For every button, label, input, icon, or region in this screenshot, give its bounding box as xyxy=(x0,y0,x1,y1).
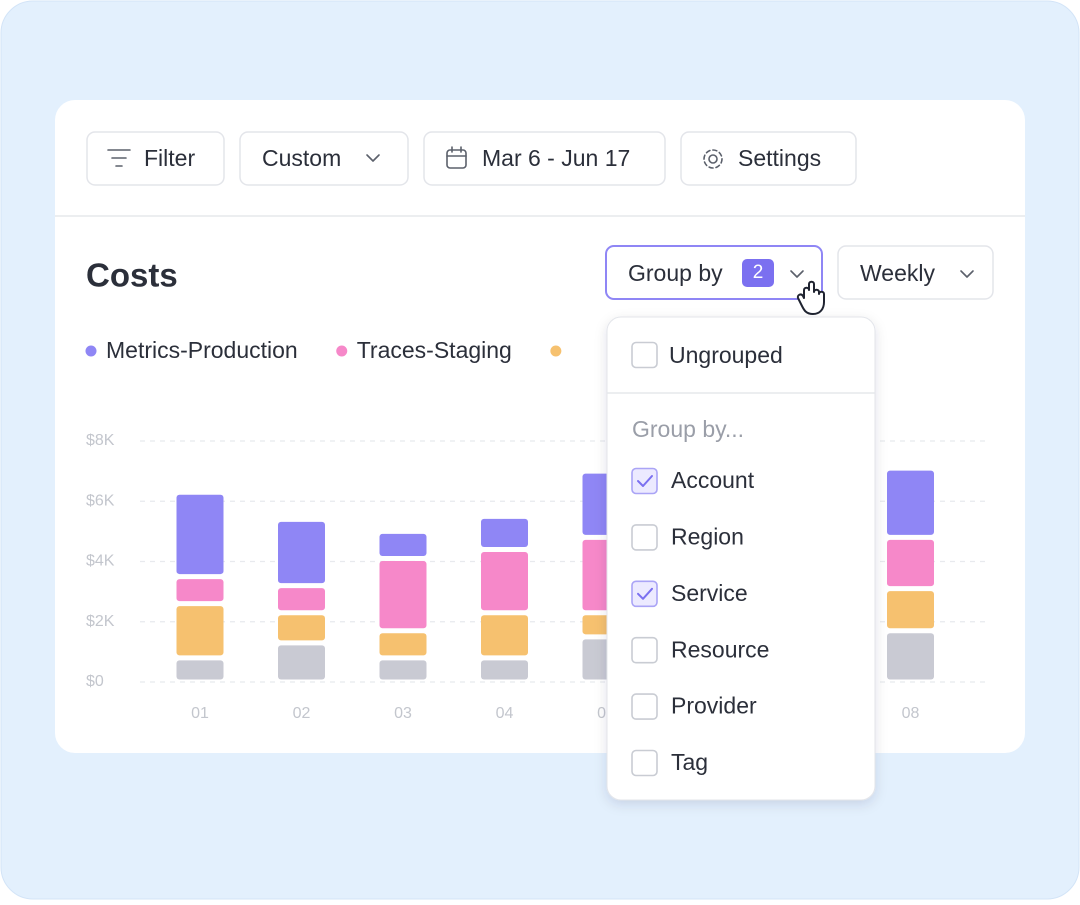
settings-button[interactable]: Settings xyxy=(680,131,857,186)
bar-segment xyxy=(481,615,528,656)
checkbox xyxy=(631,749,658,777)
legend-dot xyxy=(550,345,562,357)
filter-button[interactable]: Filter xyxy=(86,131,225,186)
y-tick-label: $8K xyxy=(86,432,115,449)
bar-segment xyxy=(379,660,427,680)
legend-dot xyxy=(336,345,348,357)
button-label: Group by xyxy=(628,260,723,286)
menu-item-label: Region xyxy=(671,523,744,549)
button-label: Weekly xyxy=(860,260,935,286)
dropdown: Group by... Ungrouped Account Region Servic… xyxy=(606,316,876,801)
bar-segment xyxy=(481,518,528,547)
bar-segment xyxy=(176,579,224,602)
x-tick-label: 03 xyxy=(394,705,412,722)
checkbox xyxy=(631,693,658,720)
bar-segment xyxy=(379,533,427,556)
checkbox xyxy=(631,524,658,551)
bar-segment xyxy=(481,660,528,680)
menu-item[interactable]: Account xyxy=(631,467,755,495)
badge: 2 xyxy=(753,262,764,283)
y-tick-label: $2K xyxy=(86,613,115,630)
checkbox xyxy=(631,636,658,664)
x-tick-label: 02 xyxy=(293,705,311,722)
y-tick-label: $4K xyxy=(86,553,115,570)
menu-item-label: Account xyxy=(671,467,755,493)
bar-segment xyxy=(379,633,427,656)
menu-item-label: Tag xyxy=(671,749,708,775)
x-tick-label: 01 xyxy=(191,705,209,722)
y-tick-label: $6K xyxy=(86,492,115,509)
group-by-button[interactable]: Group by 2 xyxy=(605,245,823,300)
menu-item[interactable]: Region xyxy=(631,523,744,551)
checkbox xyxy=(631,467,658,495)
x-tick-label: 04 xyxy=(496,705,514,722)
interval-button[interactable]: Weekly xyxy=(837,245,994,300)
menu-item[interactable]: Resource xyxy=(631,636,769,664)
button-label: Settings xyxy=(738,145,821,171)
bar-segment xyxy=(176,494,224,575)
chart-title: Costs xyxy=(86,257,178,294)
date-button[interactable]: Mar 6 - Jun 17 xyxy=(423,131,666,186)
checkmark xyxy=(637,475,653,487)
x-tick-label: 08 xyxy=(902,705,920,722)
checkbox xyxy=(631,580,658,608)
bar-segment xyxy=(278,521,325,584)
bar-segment xyxy=(278,588,325,611)
menu-item-label: Ungrouped xyxy=(669,342,783,368)
bar-segment xyxy=(176,606,224,656)
cursor xyxy=(796,280,825,315)
menu-item[interactable]: Ungrouped xyxy=(631,341,783,369)
button-label: Filter xyxy=(144,145,195,171)
bar-segment xyxy=(379,560,427,629)
button-label: Mar 6 - Jun 17 xyxy=(482,145,630,171)
y-tick-label: $0 xyxy=(86,673,104,690)
legend-label: Traces-Staging xyxy=(357,337,512,363)
bar-segment xyxy=(278,645,325,680)
menu-item-label: Resource xyxy=(671,636,769,662)
bar-segment xyxy=(887,539,934,587)
menu-item-label: Service xyxy=(671,580,748,606)
legend-label: Metrics-Production xyxy=(106,337,298,363)
section-label: Group by... xyxy=(632,416,744,442)
checkmark xyxy=(637,587,653,600)
bar-segment xyxy=(887,633,934,680)
bar-segment xyxy=(887,470,934,535)
legend-dot xyxy=(85,345,97,357)
button-label: Custom xyxy=(262,145,341,171)
bar-segment xyxy=(887,591,934,629)
menu-item-label: Provider xyxy=(671,693,757,719)
menu-item[interactable]: Tag xyxy=(631,749,708,777)
bar-segment xyxy=(278,615,325,641)
menu-item[interactable]: Service xyxy=(631,580,748,608)
menu-item[interactable]: Provider xyxy=(631,693,757,720)
bar-segment xyxy=(176,660,224,680)
bar-segment xyxy=(481,551,528,611)
checkbox xyxy=(631,341,658,369)
range-button[interactable]: Custom xyxy=(239,131,409,186)
plot: Metrics-Production Traces-Staging $0 $2K $4K… xyxy=(85,337,985,722)
